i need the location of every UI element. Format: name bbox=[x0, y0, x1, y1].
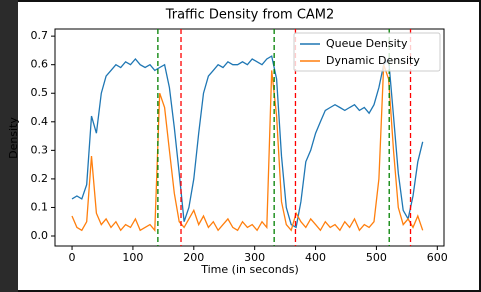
chart: Traffic Density from CAM2 Time (in secon… bbox=[0, 0, 481, 292]
y-tick-label: 0.7 bbox=[31, 29, 49, 42]
legend-label: Queue Density bbox=[326, 37, 408, 50]
x-tick-label: 100 bbox=[122, 251, 143, 264]
x-tick-label: 600 bbox=[427, 251, 448, 264]
y-tick-label: 0.2 bbox=[31, 172, 49, 185]
y-axis-label: Density bbox=[7, 117, 20, 159]
x-axis-label: Time (in seconds) bbox=[200, 263, 299, 276]
y-tick-label: 0.5 bbox=[31, 86, 49, 99]
y-tick-label: 0.6 bbox=[31, 58, 49, 71]
legend-label: Dynamic Density bbox=[326, 54, 420, 67]
y-tick-label: 0.1 bbox=[31, 200, 49, 213]
x-tick-label: 400 bbox=[305, 251, 326, 264]
y-tick-label: 0.0 bbox=[31, 229, 49, 242]
x-tick-label: 200 bbox=[183, 251, 204, 264]
y-tick-label: 0.3 bbox=[31, 143, 49, 156]
x-tick-label: 300 bbox=[244, 251, 265, 264]
x-tick-label: 0 bbox=[69, 251, 76, 264]
x-tick-label: 500 bbox=[366, 251, 387, 264]
y-tick-label: 0.4 bbox=[31, 115, 49, 128]
chart-title: Traffic Density from CAM2 bbox=[165, 8, 335, 23]
